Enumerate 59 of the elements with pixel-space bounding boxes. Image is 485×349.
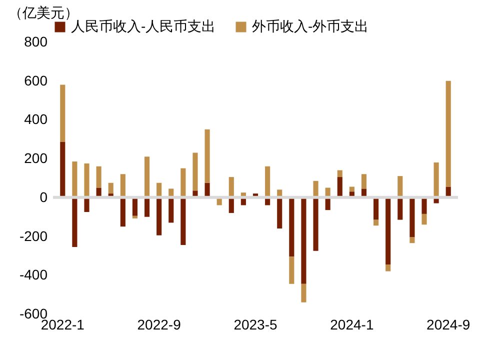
bar — [204, 129, 210, 183]
bar — [120, 174, 126, 198]
bar — [96, 166, 102, 188]
bar — [349, 186, 354, 192]
bar — [144, 197, 150, 217]
bar — [398, 176, 403, 198]
y-tick-label: -400 — [19, 266, 48, 283]
bar — [168, 197, 174, 223]
bar — [180, 168, 186, 198]
bar — [398, 197, 403, 220]
y-tick-label: 0 — [40, 188, 48, 205]
y-tick-label: 800 — [24, 34, 48, 50]
bar — [228, 177, 234, 198]
bar — [132, 216, 138, 218]
bar — [361, 174, 367, 189]
y-axis-title: （亿美元） — [8, 4, 78, 20]
bar — [422, 197, 427, 214]
bar — [180, 197, 186, 246]
bar — [277, 197, 282, 229]
bar — [337, 170, 342, 178]
legend-label: 人民币收入-人民币支出 — [71, 18, 216, 34]
bar — [313, 180, 318, 198]
bar — [72, 197, 78, 247]
x-tick-label: 2024-9 — [426, 316, 470, 332]
bar — [265, 166, 270, 198]
x-tick-label: 2024-1 — [330, 316, 374, 332]
y-tick-label: -200 — [19, 228, 48, 244]
bar — [108, 182, 114, 194]
bar — [301, 284, 306, 302]
bar — [374, 197, 379, 220]
bar — [289, 256, 294, 284]
bar — [337, 177, 342, 198]
bar — [386, 264, 391, 272]
legend-label: 外币收入-外币支出 — [252, 18, 369, 34]
x-tick-label: 2022-9 — [137, 316, 182, 332]
bar — [410, 237, 415, 244]
bar — [120, 197, 126, 227]
bar — [144, 156, 150, 198]
x-tick-label: 2023-5 — [234, 316, 278, 332]
y-tick-label: 200 — [24, 150, 48, 166]
bar — [313, 197, 318, 251]
bar — [301, 197, 306, 284]
bar — [446, 80, 451, 187]
y-tick-label: 600 — [24, 72, 48, 88]
bar — [156, 197, 162, 236]
bar — [374, 220, 379, 226]
bar — [289, 197, 294, 257]
bar — [410, 197, 415, 238]
bar — [192, 152, 198, 191]
y-tick-label: 400 — [24, 111, 48, 128]
bar — [84, 163, 90, 198]
bar — [60, 84, 66, 142]
bar — [422, 214, 427, 225]
bar — [132, 197, 138, 216]
bar — [84, 197, 90, 212]
bar — [434, 162, 439, 198]
bar — [386, 197, 391, 264]
bar — [60, 142, 66, 198]
bar — [72, 161, 78, 198]
